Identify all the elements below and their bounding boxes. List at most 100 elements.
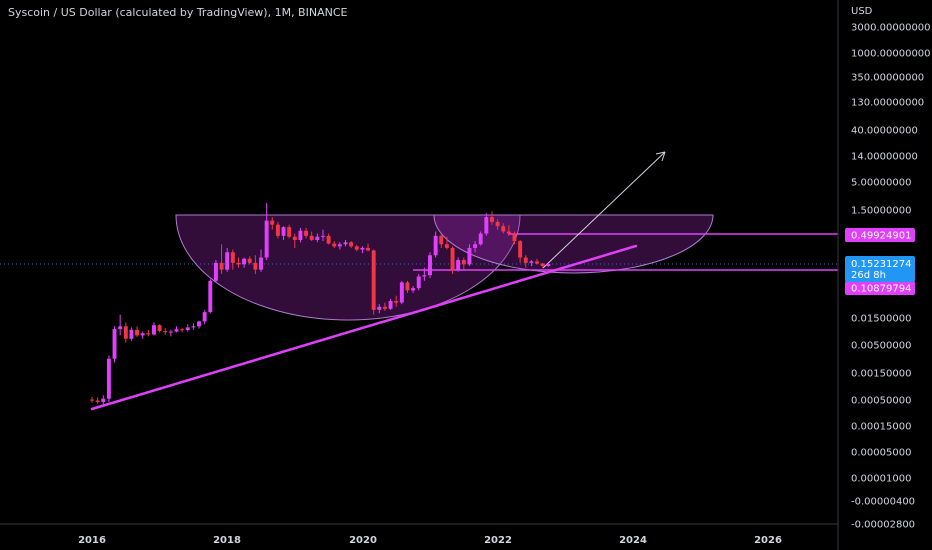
candle-body <box>394 300 399 303</box>
candle-body <box>275 224 280 236</box>
candle-body <box>416 276 421 289</box>
level-tag-box <box>845 228 915 242</box>
candle-body <box>495 221 500 227</box>
candle-body <box>326 235 331 244</box>
candle-body <box>484 217 489 234</box>
price-tick-label: 0.00001000 <box>851 474 911 485</box>
projection-arrowhead <box>655 151 666 162</box>
candle-body <box>478 233 483 245</box>
candle-body <box>343 242 348 245</box>
candle-body <box>304 230 309 236</box>
candle-body <box>180 329 185 331</box>
candle-body <box>197 321 202 327</box>
candle-body <box>298 230 303 240</box>
candle-body <box>399 282 404 303</box>
candle-body <box>388 300 393 309</box>
price-tick-label: 3000.00000000 <box>851 23 931 34</box>
candle-body <box>270 220 275 225</box>
candle-body <box>354 246 359 250</box>
candle-body <box>535 261 540 264</box>
candle-body <box>219 262 224 270</box>
projection-arrow-line <box>542 151 666 269</box>
price-tick-label: -0.00002800 <box>851 520 915 531</box>
candle-body <box>157 325 162 332</box>
candle-body <box>473 244 478 248</box>
candle-body <box>512 233 517 242</box>
candle-body <box>467 247 472 265</box>
candle-body <box>281 227 286 236</box>
candle-body <box>546 264 551 266</box>
candle-body <box>253 262 258 270</box>
candle-body <box>236 262 241 265</box>
time-tick-label: 2018 <box>213 535 241 546</box>
candle-body <box>337 244 342 247</box>
candle-body <box>259 257 263 270</box>
time-tick-label: 2016 <box>78 535 106 546</box>
candle-body <box>428 255 432 276</box>
level-tag-value: 0.10879794 <box>851 284 911 295</box>
price-tick-label: 0.01500000 <box>851 314 911 325</box>
current-price-tag-box <box>845 256 915 282</box>
candle-body <box>292 236 297 240</box>
price-tick-label: 40.00000000 <box>851 126 918 137</box>
candle-body <box>332 243 337 247</box>
candle-body <box>461 260 466 265</box>
candle-body <box>287 227 292 237</box>
candle-body <box>315 236 320 240</box>
candle-body <box>202 312 207 322</box>
price-tick-label: 0.00050000 <box>851 396 911 407</box>
candle-body <box>123 326 128 339</box>
candle-body <box>95 400 100 403</box>
time-tick-label: 2022 <box>484 535 512 546</box>
candle-body <box>422 275 427 277</box>
level-tag-box <box>845 281 915 295</box>
candle-body <box>225 252 230 270</box>
candle-body <box>444 244 449 248</box>
candle-body <box>501 226 506 232</box>
candle-body <box>382 306 387 309</box>
currency-label: USD <box>851 6 873 17</box>
candle-body <box>309 235 314 240</box>
level-tag-value: 0.49924901 <box>851 231 911 242</box>
current-price-countdown: 26d 8h <box>851 270 886 281</box>
price-tick-label: 0.00500000 <box>851 341 911 352</box>
candle-body <box>135 329 140 336</box>
candle-body <box>366 247 371 251</box>
price-tick-label: 350.00000000 <box>851 73 924 84</box>
price-axis[interactable]: 3000.00000000 1000.00000000 350.00000000 13… <box>851 23 931 531</box>
candle-body <box>433 235 438 256</box>
price-tick-label: 0.00015000 <box>851 422 911 433</box>
candle-body <box>106 358 111 399</box>
candle-body <box>168 331 173 333</box>
candle-body <box>213 262 218 281</box>
candle-body <box>185 327 190 331</box>
candle-body <box>405 282 410 291</box>
candle-body <box>163 331 168 333</box>
candle-body <box>208 280 213 313</box>
time-axis[interactable]: 2016 2018 2020 2022 2024 2026 <box>78 535 782 546</box>
candle-body <box>146 333 151 335</box>
candle-body <box>101 398 106 403</box>
candle-body <box>518 241 523 258</box>
candle-body <box>450 247 455 270</box>
axes: USD <box>0 0 873 550</box>
candle-body <box>489 217 494 222</box>
candle-body <box>242 258 247 265</box>
drawings[interactable] <box>90 151 838 411</box>
chart-title: Syscoin / US Dollar (calculated by Tradi… <box>8 6 348 19</box>
time-tick-label: 2026 <box>754 535 782 546</box>
candle-body <box>129 329 134 339</box>
price-tick-label: 130.00000000 <box>851 98 924 109</box>
candle-body <box>360 247 365 250</box>
price-tick-label: -0.00000400 <box>851 497 915 508</box>
candle-body <box>264 220 269 258</box>
candle-body <box>349 242 354 247</box>
candle-body <box>377 306 382 310</box>
price-tick-label: 0.00150000 <box>851 369 911 380</box>
candle-body <box>140 333 145 336</box>
candle-body <box>118 326 123 330</box>
candles <box>90 202 551 405</box>
time-tick-label: 2024 <box>619 535 647 546</box>
